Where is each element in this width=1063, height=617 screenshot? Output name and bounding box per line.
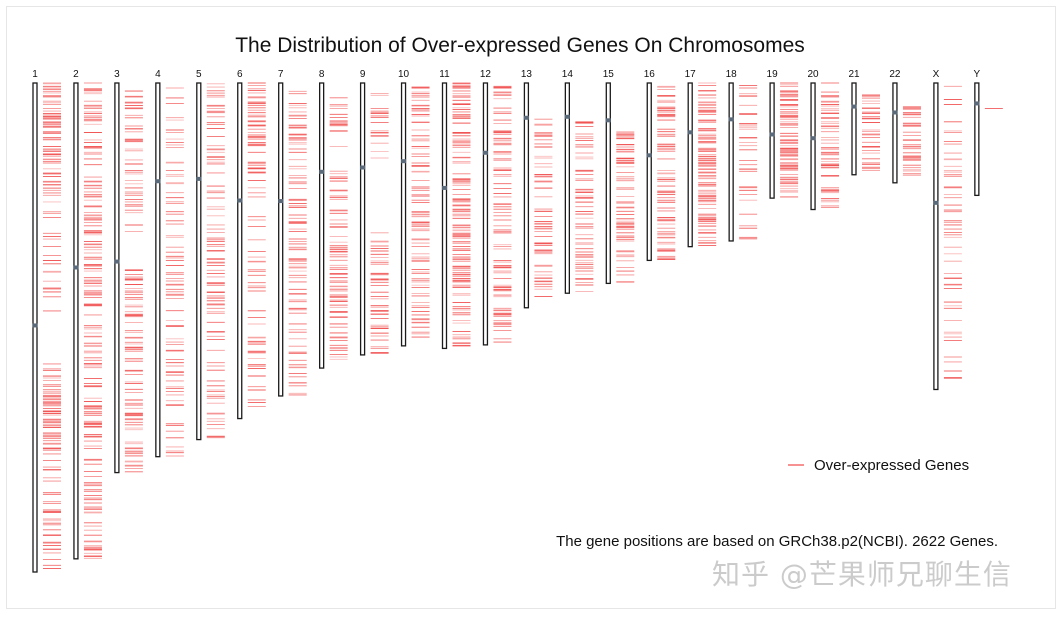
chromosome-6-bar [237, 82, 243, 420]
chromosome-10-bar [400, 82, 407, 347]
chromosome-7-bar [278, 82, 284, 397]
chromosome-3-centromere [114, 259, 120, 264]
chromosome-2-bar [73, 82, 79, 560]
chromosome-8-bar [318, 82, 325, 369]
chromosome-label-19: 19 [767, 69, 779, 80]
chromosome-5-bar [196, 82, 202, 441]
chromosome-label-21: 21 [848, 69, 860, 80]
chromosome-label-7: 7 [278, 69, 284, 80]
chromosome-label-9: 9 [360, 69, 366, 80]
chromosome-label-16: 16 [644, 69, 656, 80]
chromosome-11-centromere [442, 185, 447, 190]
chromosome-18-bar [728, 82, 734, 242]
chromosome-4-centromere [155, 179, 161, 184]
chart-frame [6, 6, 1056, 609]
chromosome-label-2: 2 [73, 69, 79, 80]
chromosome-label-6: 6 [237, 69, 243, 80]
chromosome-label-1: 1 [32, 69, 38, 80]
chromosome-10-centromere [401, 159, 407, 164]
chromosome-label-22: 22 [889, 69, 901, 80]
chromosome-y-centromere [974, 101, 980, 106]
chromosome-14-centromere [564, 114, 570, 119]
chromosome-3-bar [114, 82, 120, 474]
chromosome-label-5: 5 [196, 69, 202, 80]
chromosome-1-centromere [32, 323, 38, 328]
chromosome-2-centromere [73, 265, 79, 270]
chromosome-label-4: 4 [155, 69, 161, 80]
chromosome-22-centromere [892, 110, 898, 115]
chromosome-17-centromere [687, 130, 693, 135]
chromosome-13-bar [523, 82, 530, 309]
chromosome-label-13: 13 [521, 69, 533, 80]
chromosome-9-bar [359, 82, 366, 356]
chromosome-label-3: 3 [114, 69, 120, 80]
chromosome-label-14: 14 [562, 69, 574, 80]
chart-title: The Distribution of Over-expressed Genes… [235, 34, 805, 57]
chromosome-7-centromere [278, 199, 284, 204]
chromosome-y-bar [974, 82, 980, 197]
watermark: 知乎 @芒果师兄聊生信 [712, 558, 1012, 591]
chromosome-9-centromere [360, 165, 366, 170]
chromosome-21-bar [851, 82, 857, 176]
chromosome-19-bar [769, 82, 775, 199]
chromosome-12-bar [482, 82, 489, 346]
footnote: The gene positions are based on GRCh38.p… [556, 533, 998, 550]
chromosome-label-12: 12 [480, 69, 492, 80]
chromosome-18-centromere [728, 117, 734, 122]
chromosome-15-centromere [605, 118, 611, 123]
chromosome-x-bar [933, 82, 939, 391]
chromosome-label-y: Y [974, 69, 981, 80]
chromosome-22-bar [892, 82, 898, 184]
chromosome-16-bar [646, 82, 652, 262]
chromosome-label-8: 8 [319, 69, 325, 80]
chromosome-label-11: 11 [439, 69, 450, 80]
chromosome-label-15: 15 [603, 69, 615, 80]
chromosome-label-20: 20 [807, 69, 819, 80]
chromosome-x-centromere [933, 200, 939, 205]
chromosome-17-bar [687, 82, 693, 248]
chromosome-15-bar [605, 82, 611, 285]
legend-label: Over-expressed Genes [814, 457, 969, 474]
chromosome-6-centromere [237, 198, 243, 203]
chromosome-13-centromere [523, 115, 529, 120]
chromosome-16-centromere [646, 153, 652, 158]
chromosome-label-x: X [933, 69, 940, 80]
chromosome-20-bar [810, 82, 816, 211]
chromosome-14-bar [564, 82, 570, 294]
chromosome-label-18: 18 [726, 69, 738, 80]
chromosome-21-centromere [851, 104, 857, 109]
chromosome-19-centromere [769, 132, 775, 137]
chromosome-5-centromere [196, 176, 202, 181]
chromosome-label-17: 17 [685, 69, 697, 80]
chromosome-11-bar [441, 82, 448, 350]
chromosome-8-centromere [319, 169, 325, 174]
chromosome-4-bar [155, 82, 161, 458]
chromosome-1-bar [32, 82, 38, 573]
chromosome-20-centromere [810, 136, 816, 141]
chromosome-label-10: 10 [398, 69, 410, 80]
chromosome-12-centromere [482, 150, 488, 155]
